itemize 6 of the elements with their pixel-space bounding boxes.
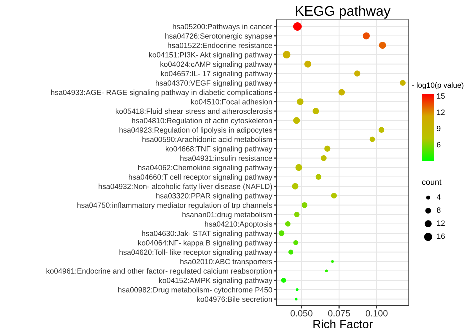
x-tick-label: 0.075 [328, 310, 350, 317]
x-tick-label: 0.100 [366, 310, 388, 317]
x-tick-label: 0.050 [290, 310, 313, 317]
chart-title: KEGG pathway [296, 6, 391, 19]
legend-title: count [422, 180, 442, 186]
x-axis-title: Rich Factor [314, 320, 373, 329]
